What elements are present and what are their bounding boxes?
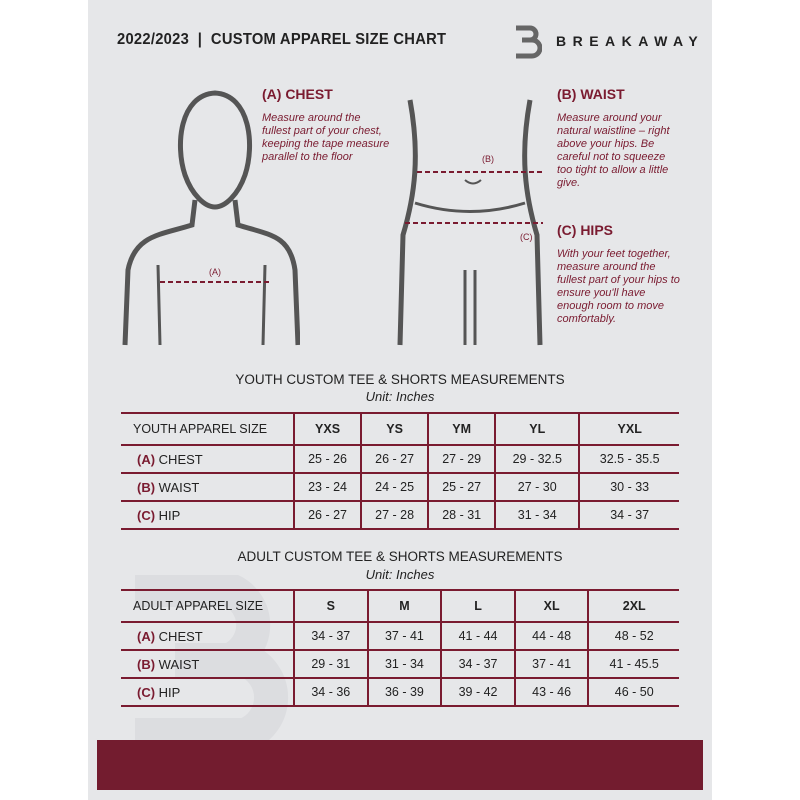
table-cell: 32.5 - 35.5 (578, 444, 679, 474)
youth-table-title: YOUTH CUSTOM TEE & SHORTS MEASUREMENTS (235, 372, 565, 387)
row-code: (C) (137, 684, 156, 700)
table-cell: 37 - 41 (366, 621, 442, 651)
brand-name: BREAKAWAY (556, 33, 705, 49)
row-code: (A) (137, 451, 156, 467)
table-row: (C) HIP 26 - 27 27 - 28 28 - 31 31 - 34 34 - … (121, 500, 679, 530)
page-title: 2022/2023 | CUSTOM APPAREL SIZE CHART (117, 31, 447, 48)
column-header: YOUTH APPAREL SIZE (121, 412, 294, 446)
adult-unit: Unit: Inches (365, 567, 435, 582)
chest-label: (A) CHEST (262, 86, 333, 102)
column-header: YXS (292, 412, 362, 446)
row-name: WAIST (158, 656, 200, 672)
waist-marker: (B) (482, 154, 494, 164)
table-cell: 27 - 28 (360, 500, 429, 530)
table-cell: 48 - 52 (587, 621, 679, 651)
breakaway-logo-icon (516, 25, 542, 59)
row-label: (A) CHEST (121, 444, 294, 474)
row-label: (C) HIP (121, 500, 294, 530)
row-name: HIP (158, 684, 181, 700)
table-cell: 31 - 34 (494, 500, 580, 530)
table-cell: 30 - 33 (578, 472, 679, 502)
table-cell: 29 - 32.5 (494, 444, 580, 474)
row-code: (C) (137, 507, 156, 523)
table-cell: 27 - 30 (494, 472, 580, 502)
column-header: M (366, 589, 442, 623)
table-cell: 39 - 42 (440, 677, 515, 707)
table-row: (A) CHEST 34 - 37 37 - 41 41 - 44 44 - 48 48 … (121, 621, 679, 651)
column-header: YXL (578, 412, 679, 446)
chest-description: Measure around the fullest part of your … (262, 112, 390, 163)
table-cell: 37 - 41 (513, 649, 589, 679)
table-cell: 34 - 37 (578, 500, 679, 530)
table-cell: 43 - 46 (513, 677, 589, 707)
column-header: 2XL (587, 589, 679, 623)
column-header: L (440, 589, 515, 623)
table-cell: 34 - 37 (440, 649, 515, 679)
table-cell: 24 - 25 (360, 472, 429, 502)
table-header-row: ADULT APPAREL SIZE S M L XL 2XL (121, 589, 679, 623)
table-cell: 46 - 50 (587, 677, 679, 707)
table-cell: 41 - 44 (440, 621, 515, 651)
row-code: (B) (137, 656, 156, 672)
row-label: (A) CHEST (121, 621, 294, 651)
column-header: XL (513, 589, 589, 623)
row-code: (B) (137, 479, 156, 495)
table-cell: 25 - 26 (292, 444, 362, 474)
table-row: (A) CHEST 25 - 26 26 - 27 27 - 29 29 - 32.5 3… (121, 444, 679, 474)
column-header: S (293, 589, 368, 623)
hips-marker: (C) (520, 232, 533, 242)
row-name: CHEST (158, 451, 203, 467)
column-header: ADULT APPAREL SIZE (121, 589, 294, 623)
table-cell: 29 - 31 (293, 649, 368, 679)
footer-band (97, 740, 703, 790)
hips-description: With your feet together, measure around … (557, 248, 680, 325)
table-cell: 34 - 37 (293, 621, 368, 651)
row-label: (B) WAIST (121, 472, 294, 502)
row-code: (A) (137, 628, 156, 644)
adult-table-title: ADULT CUSTOM TEE & SHORTS MEASUREMENTS (237, 549, 563, 564)
row-label: (C) HIP (121, 677, 294, 707)
waist-description: Measure around your natural waistline – … (557, 112, 670, 189)
table-row: (B) WAIST 23 - 24 24 - 25 25 - 27 27 - 30 30 … (121, 472, 679, 502)
column-header: YS (360, 412, 429, 446)
table-cell: 28 - 31 (427, 500, 496, 530)
table-cell: 23 - 24 (292, 472, 362, 502)
table-header-row: YOUTH APPAREL SIZE YXS YS YM YL YXL (121, 412, 679, 446)
table-cell: 26 - 27 (360, 444, 429, 474)
table-cell: 27 - 29 (427, 444, 496, 474)
youth-size-table: YOUTH APPAREL SIZE YXS YS YM YL YXL (A) CHEST 2… (121, 412, 679, 530)
row-name: HIP (158, 507, 181, 523)
table-row: (C) HIP 34 - 36 36 - 39 39 - 42 43 - 46 46 - … (121, 677, 679, 707)
table-cell: 44 - 48 (513, 621, 589, 651)
upper-body-illustration (122, 90, 300, 346)
table-cell: 34 - 36 (293, 677, 368, 707)
table-cell: 41 - 45.5 (587, 649, 679, 679)
table-cell: 25 - 27 (427, 472, 496, 502)
table-cell: 36 - 39 (366, 677, 442, 707)
table-row: (B) WAIST 29 - 31 31 - 34 34 - 37 37 - 41 41 … (121, 649, 679, 679)
column-header: YL (494, 412, 580, 446)
lower-body-illustration (397, 99, 543, 346)
youth-unit: Unit: Inches (365, 389, 435, 404)
table-cell: 31 - 34 (366, 649, 442, 679)
row-name: WAIST (158, 479, 200, 495)
hips-label: (C) HIPS (557, 222, 613, 238)
waist-label: (B) WAIST (557, 86, 625, 102)
row-name: CHEST (158, 628, 203, 644)
table-cell: 26 - 27 (292, 500, 362, 530)
chest-marker: (A) (209, 267, 221, 277)
row-label: (B) WAIST (121, 649, 294, 679)
column-header: YM (427, 412, 496, 446)
adult-size-table: ADULT APPAREL SIZE S M L XL 2XL (A) CHEST 34 - … (121, 589, 679, 707)
